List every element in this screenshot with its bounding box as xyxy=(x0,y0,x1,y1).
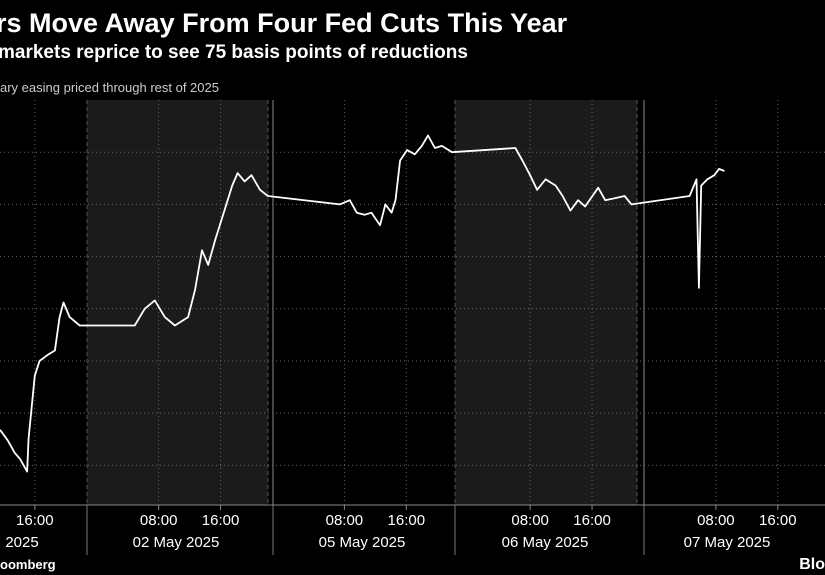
x-tick-label: 16:00 xyxy=(759,512,797,529)
date-label: 02 May 2025 xyxy=(133,534,220,551)
date-label: 2025 xyxy=(5,534,38,551)
date-label: 05 May 2025 xyxy=(319,534,406,551)
y-axis-label: ary easing priced through rest of 2025 xyxy=(0,80,219,95)
x-tick-label: 08:00 xyxy=(511,512,549,529)
session-shade xyxy=(455,100,637,505)
x-tick-label: 16:00 xyxy=(202,512,240,529)
x-tick-label: 08:00 xyxy=(697,512,735,529)
date-label: 06 May 2025 xyxy=(502,534,589,551)
chart-subtitle: markets reprice to see 75 basis points o… xyxy=(0,42,468,63)
x-tick-label: 16:00 xyxy=(388,512,426,529)
date-label: 07 May 2025 xyxy=(684,534,771,551)
chart-title: rs Move Away From Four Fed Cuts This Yea… xyxy=(0,8,568,38)
session-shade xyxy=(87,100,268,505)
x-tick-label: 08:00 xyxy=(326,512,364,529)
source: oomberg xyxy=(0,557,56,572)
x-tick-label: 16:00 xyxy=(573,512,611,529)
x-tick-label: 08:00 xyxy=(140,512,178,529)
line-series xyxy=(0,134,725,473)
x-tick-label: 16:00 xyxy=(16,512,54,529)
brand: Blo xyxy=(799,556,825,573)
